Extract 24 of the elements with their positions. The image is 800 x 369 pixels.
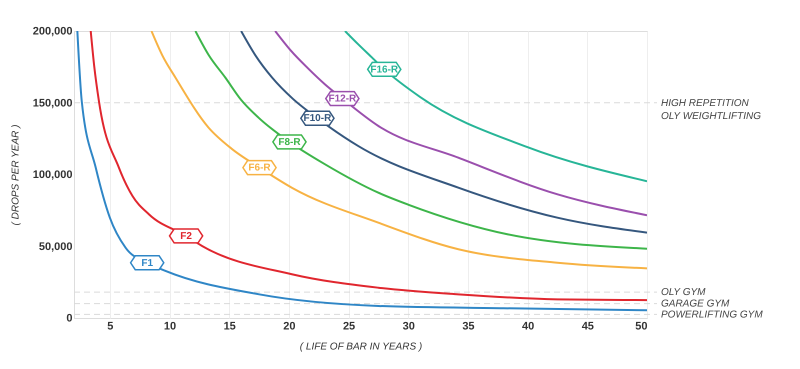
x-tick-label: 20 bbox=[283, 320, 296, 332]
x-tick-label: 15 bbox=[224, 320, 236, 332]
y-tick-label: 100,000 bbox=[32, 169, 72, 181]
y-tick-label: 150,000 bbox=[32, 97, 72, 110]
x-tick-label: 5 bbox=[107, 320, 114, 332]
x-tick-label: 40 bbox=[522, 320, 534, 332]
line-series bbox=[274, 31, 647, 216]
line-series bbox=[194, 31, 647, 250]
x-tick-label: 35 bbox=[462, 320, 475, 332]
ref-line-label: GARAGE GYM bbox=[661, 298, 730, 310]
y-tick-label: 0 bbox=[66, 312, 72, 324]
x-tick-label: 10 bbox=[164, 320, 176, 332]
y-tick-label: 200,000 bbox=[32, 26, 72, 38]
x-tick-label: 45 bbox=[582, 320, 594, 332]
x-tick-label: 30 bbox=[402, 320, 415, 332]
x-axis-title: ( LIFE OF BAR IN YEARS ) bbox=[300, 342, 422, 352]
line-series bbox=[240, 31, 647, 234]
ref-line-label: POWERLIFTING GYM bbox=[661, 309, 764, 320]
y-axis-title: ( DROPS PER YEAR ) bbox=[10, 124, 22, 226]
x-tick-label: 50 bbox=[635, 320, 648, 332]
y-tick-label: 50,000 bbox=[38, 240, 72, 253]
ref-line-label: OLY GYM bbox=[661, 287, 706, 298]
x-tick-label: 25 bbox=[342, 320, 356, 332]
ref-line-label: HIGH REPETITION OLY WEIGHTLIFTING bbox=[661, 98, 762, 122]
